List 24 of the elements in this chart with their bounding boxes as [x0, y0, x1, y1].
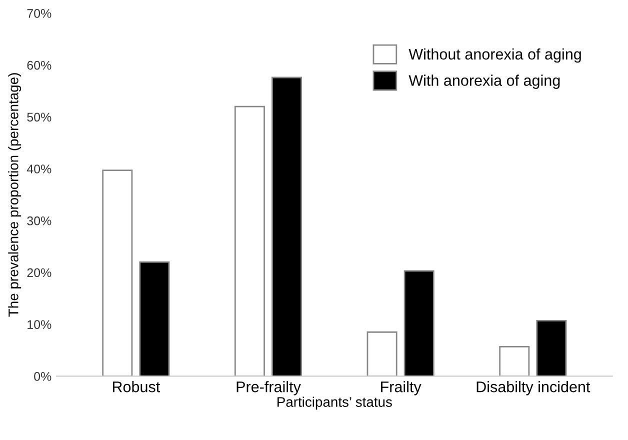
bar — [272, 76, 302, 376]
y-tick-label: 20% — [27, 268, 52, 278]
bar — [102, 170, 133, 376]
y-tick-label: 0% — [34, 372, 52, 381]
legend-label: With anorexia of aging — [408, 74, 560, 89]
bar — [499, 346, 530, 376]
x-tick-label: Disabilty incident — [476, 381, 590, 396]
x-tick-label: Pre-frailty — [236, 381, 301, 396]
y-tick-label: 30% — [27, 216, 52, 226]
bar — [404, 270, 434, 376]
bar — [139, 261, 170, 376]
bar — [366, 331, 398, 376]
y-tick-label: 10% — [28, 320, 52, 329]
y-axis-title: The prevalence proportion (percentage) — [8, 73, 22, 317]
x-tick-label: Robust — [112, 381, 160, 392]
y-tick-label: 70% — [27, 9, 52, 18]
bar — [536, 320, 567, 376]
legend-label: Without anorexia of aging — [408, 48, 581, 63]
y-tick-label: 60% — [27, 60, 52, 70]
x-axis-title: Participants’ status — [278, 396, 392, 410]
x-tick-label: Frailty — [381, 381, 422, 396]
y-tick-label: 40% — [26, 164, 52, 174]
bar — [234, 106, 265, 376]
y-tick-label: 50% — [27, 112, 52, 122]
